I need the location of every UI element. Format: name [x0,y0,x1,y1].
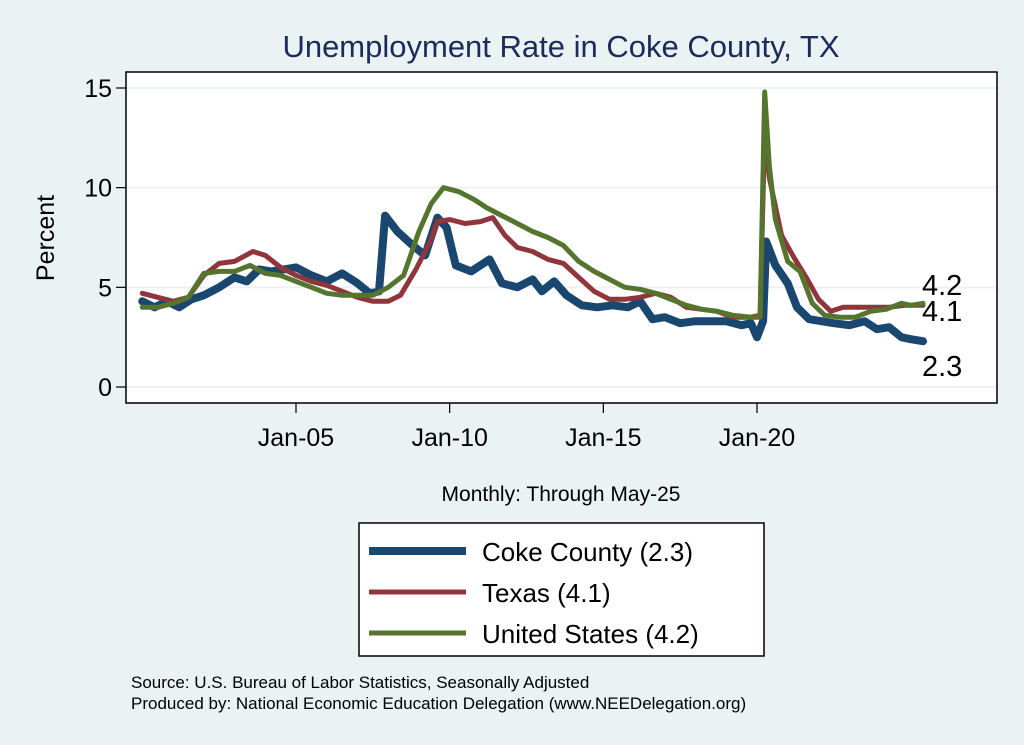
y-tick-label: 10 [84,175,112,203]
x-tick-label: Jan-15 [565,424,641,452]
end-label-united-states: 4.2 [922,270,962,302]
legend-label-united-states: United States (4.2) [482,619,699,649]
y-axis-label: Percent [32,195,60,281]
y-tick-label: 15 [84,75,112,103]
source-note: Source: U.S. Bureau of Labor Statistics,… [131,673,589,692]
series-line-coke-county [138,211,927,346]
x-axis-label: Monthly: Through May-25 [442,483,681,506]
legend-label-coke-county: Coke County (2.3) [482,537,693,567]
end-label-texas: 4.1 [922,296,962,328]
end-label-coke-county: 2.3 [922,351,962,383]
x-tick-label: Jan-10 [411,424,487,452]
produced-by-note: Produced by: National Economic Education… [131,694,746,713]
y-tick-label: 5 [98,274,112,302]
legend-label-texas: Texas (4.1) [482,578,611,608]
x-tick-label: Jan-20 [719,424,795,452]
x-tick-label: Jan-05 [258,424,334,452]
legend: Coke County (2.3) Texas (4.1) United Sta… [358,522,765,657]
series-lines [138,89,927,346]
y-axis: 0 5 10 15 [84,75,126,402]
series-line-texas [139,127,926,320]
y-tick-label: 0 [98,374,112,402]
x-axis: Jan-05 Jan-10 Jan-15 Jan-20 [258,403,795,452]
plot-area [125,71,998,404]
chart-title: Unemployment Rate in Coke County, TX [282,29,839,64]
series-line-united-states [139,89,926,320]
gridlines [127,87,996,388]
